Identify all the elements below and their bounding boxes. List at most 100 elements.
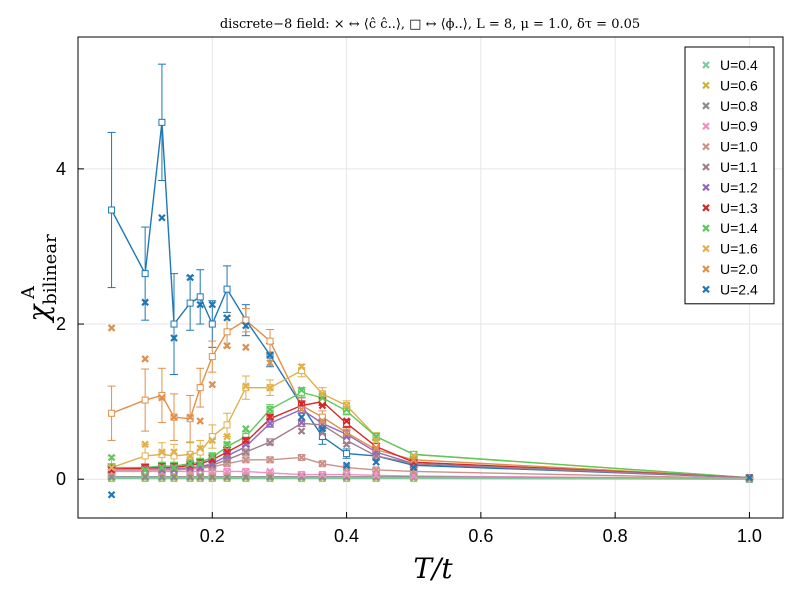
y-axis-label-sup: A [18,285,39,300]
cross-marker [318,473,327,481]
cross-marker [266,405,274,414]
cross-marker [158,213,166,222]
square-marker [223,328,231,336]
chart-title: discrete−8 field: × ↔ ⟨ĉ ĉ..⟩, □ ↔ ⟨ϕ..⟩… [220,17,640,32]
cross-marker [223,314,231,322]
x-tick-label: 0.2 [200,526,225,546]
cross-marker [342,428,351,437]
cross-marker [409,456,418,464]
y-tick-label: 2 [56,314,66,334]
x-tick-label: 1.0 [737,526,762,546]
cross-marker [297,362,306,371]
legend-box [684,46,775,305]
square-marker [108,206,116,214]
cross-marker [342,473,351,481]
legend-label: U=0.9 [720,118,758,134]
cross-marker [242,456,250,464]
square-marker [223,285,231,293]
square-marker [141,396,149,404]
cross-marker [297,427,306,435]
cross-marker [186,452,194,460]
y-axis: 0 2 4 [56,159,84,489]
field-series-layer [107,63,754,483]
square-marker [186,299,194,307]
cross-marker [158,448,166,456]
field-line [111,422,750,479]
cross-marker [266,413,274,421]
cross-marker [208,300,217,309]
legend-label: U=1.2 [720,179,758,195]
cross-marker [170,448,178,456]
cross-marker [196,459,204,468]
cross-marker [141,355,149,363]
field-series-U=1.2 [107,405,754,482]
cross-marker [107,324,116,332]
x-tick-label: 0.8 [603,526,628,546]
legend-marker [702,122,710,130]
cross-marker [208,380,217,389]
legend-marker [702,265,710,273]
cross-marker [297,413,306,421]
cross-marker [107,463,116,472]
cross-marker [158,463,166,472]
field-line [111,477,750,480]
legend-marker [702,244,710,253]
square-marker [141,270,149,278]
marker-series-U=1.3 [107,400,754,482]
cross-marker [107,466,116,474]
cross-marker [141,298,149,307]
legend-marker [702,81,710,90]
cross-marker [266,456,274,464]
cross-marker [342,470,351,479]
cross-marker [266,351,274,359]
square-marker [158,118,166,126]
cross-marker [372,436,380,445]
cross-marker [318,470,327,479]
cross-marker [342,440,351,449]
cross-marker [342,461,351,470]
cross-marker [223,341,231,350]
cross-marker [196,417,204,425]
marker-series-layer [107,213,754,499]
field-line [111,369,750,479]
cross-marker [318,425,327,433]
legend-label: U=1.0 [720,139,758,155]
cross-marker [409,463,418,472]
cross-marker [266,419,274,428]
cross-marker [107,453,116,462]
cross-marker [242,382,250,390]
cross-marker [318,401,327,410]
y-axis-label-sub: bilinear [40,234,61,305]
cross-marker [372,466,380,474]
legend-label: U=0.8 [720,98,758,114]
y-axis-label-group: χbilinear A [18,234,61,324]
square-marker [141,452,149,460]
cross-marker [208,452,217,460]
legend-marker [702,224,710,232]
cross-marker [372,458,380,466]
square-marker [108,409,116,417]
cross-marker [342,463,351,472]
cross-marker [745,473,754,482]
cross-marker [372,444,380,452]
marker-series-U=2.4 [107,213,754,499]
field-line [111,319,750,479]
legend-marker [702,183,710,192]
x-axis: 0.2 0.4 0.6 0.8 1.0 [200,512,762,546]
cross-marker [141,440,149,449]
cross-marker [186,459,194,468]
cross-marker [342,401,351,410]
cross-marker [170,413,178,421]
grid [78,37,783,518]
y-tick-label: 0 [56,469,66,489]
square-marker [170,320,178,328]
field-line [111,408,750,479]
plot-frame [77,36,784,519]
square-marker [196,293,204,301]
legend-marker [702,204,710,212]
square-marker [223,421,231,429]
square-marker [208,320,216,328]
cross-marker [186,273,194,282]
cross-marker [342,417,351,425]
cross-marker [242,436,250,445]
